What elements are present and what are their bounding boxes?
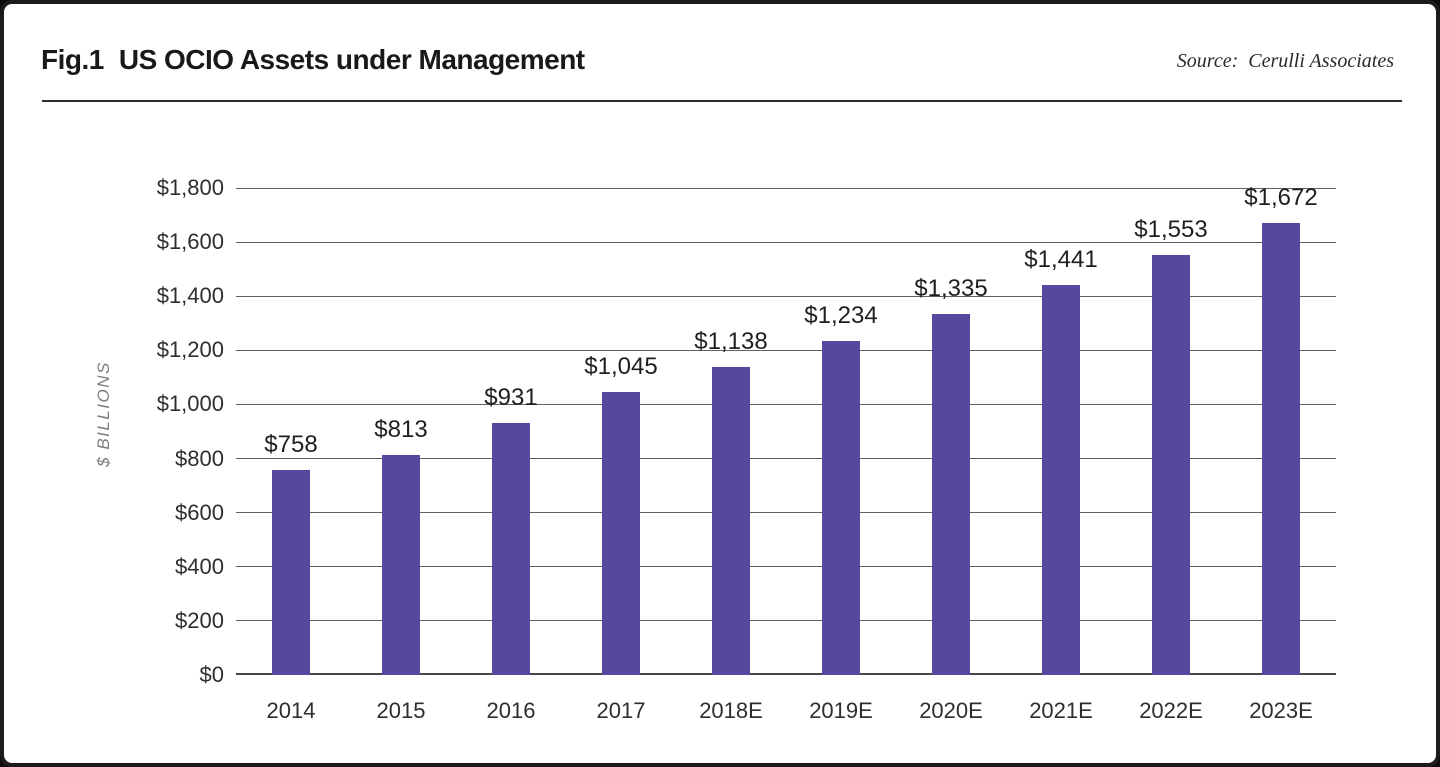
gridline (236, 458, 1336, 460)
x-tick-label: 2021E (1029, 698, 1093, 723)
figure-source: Source: Cerulli Associates (1177, 50, 1394, 73)
y-tick-label: $1,800 (156, 175, 224, 200)
y-tick-label: $200 (175, 607, 224, 633)
y-tick-label: $400 (175, 553, 224, 579)
bar-2021E (1042, 285, 1080, 675)
gridline (236, 241, 1336, 243)
x-tick-label: 2018E (699, 698, 763, 723)
x-tick-label: 2014 (266, 698, 316, 723)
y-tick-label: $1,200 (156, 337, 224, 363)
x-tick-label: 2016 (486, 698, 536, 723)
x-tick-label: 2023E (1249, 698, 1313, 723)
y-tick-label: $800 (175, 445, 224, 471)
y-axis-labels: $0 $200 $400 $600 $800 $1,000 $1,200 $1,400 $1,6… (4, 176, 224, 687)
gridline (236, 295, 1336, 297)
x-tick-label: 2020E (919, 698, 983, 723)
gridline (236, 403, 1336, 405)
y-tick-label: $1,600 (156, 229, 224, 255)
gridline (236, 566, 1336, 568)
value-label: $931 (484, 384, 538, 412)
figure-number: Fig.1 (41, 44, 104, 75)
y-tick-label: $0 (199, 662, 224, 687)
value-label: $1,553 (1134, 215, 1208, 243)
y-tick-label: $1,000 (156, 391, 224, 417)
bar-2023E (1262, 222, 1300, 675)
figure-header: Fig.1 US OCIO Assets under Management (41, 44, 585, 76)
source-label: Source: (1176, 50, 1239, 72)
value-label: $813 (374, 416, 428, 444)
x-axis-line (236, 673, 1336, 675)
bar-2014 (272, 469, 310, 675)
value-label: $1,045 (584, 353, 658, 381)
bar-2022E (1152, 254, 1190, 675)
y-tick-label: $600 (175, 499, 224, 525)
x-tick-label: 2017 (596, 698, 646, 723)
x-tick-label: 2015 (376, 698, 426, 723)
bar-2019E (822, 341, 860, 675)
gridline (236, 349, 1336, 351)
y-tick-label: $1,400 (156, 283, 224, 309)
bar-2016 (492, 423, 530, 675)
x-tick-label: 2022E (1139, 698, 1203, 723)
bar-2020E (932, 313, 970, 675)
value-label: $758 (264, 430, 318, 458)
bar-2015 (382, 455, 420, 675)
gridline (236, 187, 1336, 189)
value-label: $1,234 (804, 302, 878, 330)
x-axis-labels: 2014 2015 2016 2017 2018E 2019E 2020E 2021E 2022… (236, 698, 1336, 728)
plot-area: $758 $813 $931 $1,045 $1,138 $1,234 $1,335 $1,4… (236, 183, 1336, 675)
value-label: $1,441 (1024, 246, 1098, 274)
gridline (236, 620, 1336, 622)
bar-2018E (712, 367, 750, 675)
value-label: $1,138 (694, 328, 768, 356)
figure-title: US OCIO Assets under Management (118, 44, 585, 75)
value-label: $1,672 (1244, 183, 1318, 211)
value-label: $1,335 (914, 274, 988, 302)
bar-2017 (602, 392, 640, 675)
gridline (236, 512, 1336, 514)
x-tick-label: 2019E (809, 698, 873, 723)
title-divider (42, 100, 1402, 102)
source-value: Cerulli Associates (1248, 50, 1394, 72)
